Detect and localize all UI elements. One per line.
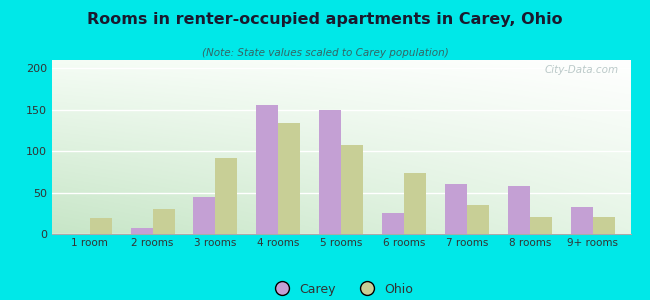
Bar	[194, 197, 216, 234]
Bar	[319, 110, 341, 234]
Bar	[153, 209, 175, 234]
Bar	[593, 218, 615, 234]
Bar	[341, 145, 363, 234]
Bar	[256, 105, 278, 234]
Text: (Note: State values scaled to Carey population): (Note: State values scaled to Carey popu…	[202, 48, 448, 58]
Bar	[571, 207, 593, 234]
Bar	[508, 186, 530, 234]
Bar	[467, 205, 489, 234]
Bar	[530, 218, 552, 234]
Bar	[404, 173, 426, 234]
Bar	[445, 184, 467, 234]
Bar	[382, 213, 404, 234]
Legend: Carey, Ohio: Carey, Ohio	[264, 278, 419, 300]
Bar	[278, 123, 300, 234]
Bar	[131, 228, 153, 234]
Bar	[216, 158, 237, 234]
Text: City-Data.com: City-Data.com	[545, 65, 619, 75]
Bar	[90, 218, 112, 234]
Text: Rooms in renter-occupied apartments in Carey, Ohio: Rooms in renter-occupied apartments in C…	[87, 12, 563, 27]
